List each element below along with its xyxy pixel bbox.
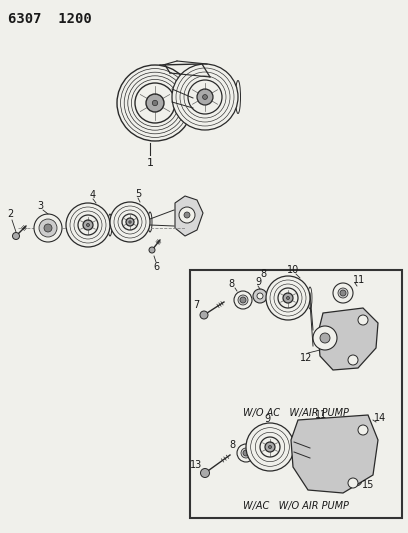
- Bar: [190, 270, 402, 518]
- Text: 13: 13: [190, 460, 202, 470]
- Circle shape: [122, 214, 138, 230]
- Text: 8: 8: [228, 279, 234, 289]
- Circle shape: [39, 219, 57, 237]
- Text: 2: 2: [7, 209, 13, 219]
- Circle shape: [348, 355, 358, 365]
- Circle shape: [238, 295, 248, 305]
- Circle shape: [110, 202, 150, 242]
- Circle shape: [234, 291, 252, 309]
- Circle shape: [360, 424, 372, 436]
- Text: 5: 5: [135, 189, 141, 199]
- Circle shape: [66, 203, 110, 247]
- Circle shape: [268, 446, 271, 448]
- Circle shape: [246, 423, 294, 471]
- Circle shape: [149, 247, 155, 253]
- Circle shape: [312, 429, 320, 437]
- Circle shape: [172, 64, 238, 130]
- Circle shape: [265, 442, 275, 452]
- Text: 1: 1: [146, 158, 153, 168]
- Ellipse shape: [235, 80, 240, 114]
- Circle shape: [286, 296, 290, 300]
- Circle shape: [13, 232, 20, 239]
- Circle shape: [179, 207, 195, 223]
- Circle shape: [313, 326, 337, 350]
- Circle shape: [338, 288, 348, 298]
- Circle shape: [241, 448, 251, 458]
- Text: 4: 4: [90, 190, 96, 200]
- Circle shape: [333, 283, 353, 303]
- Circle shape: [83, 220, 93, 230]
- Circle shape: [200, 469, 209, 478]
- Circle shape: [129, 221, 131, 223]
- Ellipse shape: [108, 214, 112, 236]
- Circle shape: [78, 215, 98, 235]
- Ellipse shape: [308, 287, 312, 309]
- Text: 8: 8: [260, 269, 266, 279]
- Text: 14: 14: [374, 413, 386, 423]
- Circle shape: [340, 290, 346, 296]
- Circle shape: [257, 293, 263, 299]
- Circle shape: [237, 444, 255, 462]
- Circle shape: [304, 421, 328, 445]
- Circle shape: [278, 288, 298, 308]
- Circle shape: [188, 80, 222, 114]
- Polygon shape: [318, 308, 378, 370]
- Circle shape: [283, 293, 293, 303]
- Circle shape: [200, 311, 208, 319]
- Circle shape: [126, 218, 134, 226]
- Circle shape: [197, 89, 213, 105]
- Circle shape: [184, 212, 190, 218]
- Circle shape: [243, 450, 249, 456]
- Circle shape: [358, 425, 368, 435]
- Text: 15: 15: [362, 480, 374, 490]
- Polygon shape: [175, 196, 203, 236]
- Circle shape: [146, 94, 164, 112]
- Circle shape: [253, 289, 267, 303]
- Circle shape: [266, 276, 310, 320]
- Circle shape: [260, 437, 280, 457]
- Text: 7: 7: [193, 300, 199, 310]
- Text: 10: 10: [287, 265, 299, 275]
- Ellipse shape: [148, 212, 152, 232]
- Ellipse shape: [190, 84, 196, 122]
- Circle shape: [358, 315, 368, 325]
- Circle shape: [240, 297, 246, 303]
- Text: W/AC   W/O AIR PUMP: W/AC W/O AIR PUMP: [243, 501, 349, 511]
- Ellipse shape: [291, 435, 297, 459]
- Text: W/O AC   W/AIR PUMP: W/O AC W/AIR PUMP: [243, 408, 349, 418]
- Circle shape: [152, 100, 158, 106]
- Circle shape: [310, 427, 322, 439]
- Text: 11: 11: [315, 410, 327, 420]
- Text: 9: 9: [264, 414, 270, 424]
- Circle shape: [86, 223, 89, 227]
- Circle shape: [348, 478, 358, 488]
- Circle shape: [117, 65, 193, 141]
- Text: 11: 11: [353, 275, 365, 285]
- Text: 8: 8: [229, 440, 235, 450]
- Circle shape: [44, 224, 52, 232]
- Circle shape: [350, 474, 362, 486]
- Text: 3: 3: [37, 201, 43, 211]
- Circle shape: [135, 83, 175, 123]
- Circle shape: [203, 94, 207, 99]
- Circle shape: [320, 333, 330, 343]
- Text: 6: 6: [153, 262, 159, 272]
- Circle shape: [34, 214, 62, 242]
- Polygon shape: [291, 415, 378, 493]
- Text: 12: 12: [300, 353, 312, 363]
- Text: 6307  1200: 6307 1200: [8, 12, 92, 26]
- Text: 9: 9: [255, 277, 261, 287]
